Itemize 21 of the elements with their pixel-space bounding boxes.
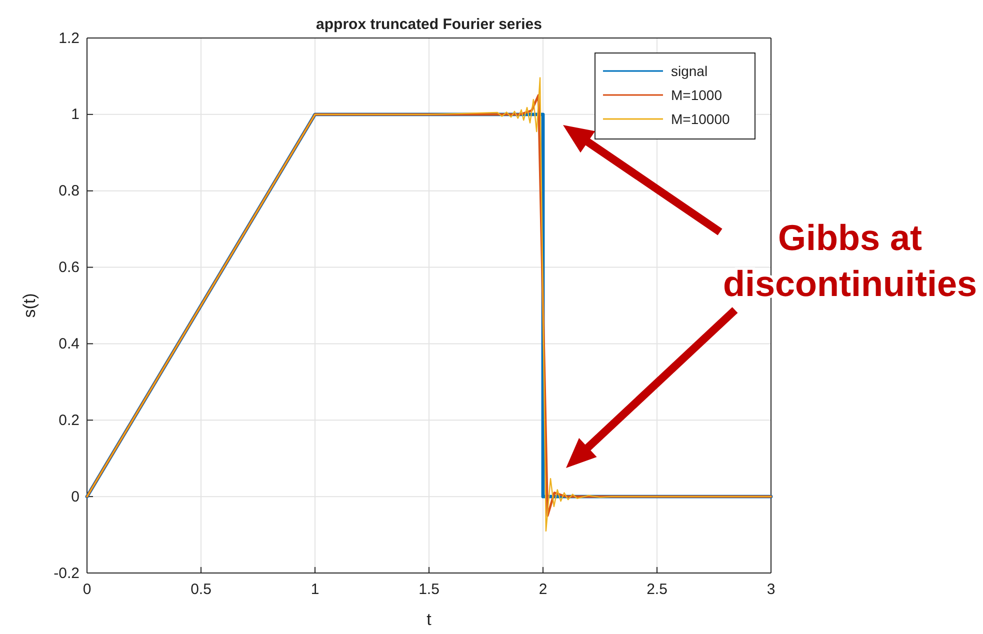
y-tick-label: 0.6 bbox=[58, 259, 80, 276]
x-tick-label: 1.5 bbox=[418, 581, 440, 598]
chart-title: approx truncated Fourier series bbox=[316, 16, 542, 33]
y-tick-label: 0.4 bbox=[58, 336, 80, 353]
legend-label: M=10000 bbox=[671, 111, 730, 127]
y-tick-label: 0 bbox=[71, 488, 80, 506]
y-tick-label: 0.2 bbox=[58, 412, 80, 429]
x-tick-label: 2.5 bbox=[646, 581, 668, 598]
y-tick-label: 0.8 bbox=[58, 182, 80, 200]
legend-label: signal bbox=[671, 63, 708, 79]
x-tick-label: 0.5 bbox=[190, 581, 212, 598]
x-axis-title: t bbox=[426, 610, 432, 629]
x-tick-label: 2 bbox=[538, 581, 548, 598]
x-tick-label: 1 bbox=[310, 581, 320, 598]
y-tick-label: 1 bbox=[71, 106, 80, 124]
x-tick-label: 0 bbox=[82, 581, 92, 598]
y-tick-label: -0.2 bbox=[54, 564, 80, 582]
y-axis-title: s(t) bbox=[20, 293, 39, 318]
x-tick-label: 3 bbox=[766, 581, 776, 598]
y-tick-label: 1.2 bbox=[58, 30, 80, 47]
legend-label: M=1000 bbox=[671, 87, 722, 103]
